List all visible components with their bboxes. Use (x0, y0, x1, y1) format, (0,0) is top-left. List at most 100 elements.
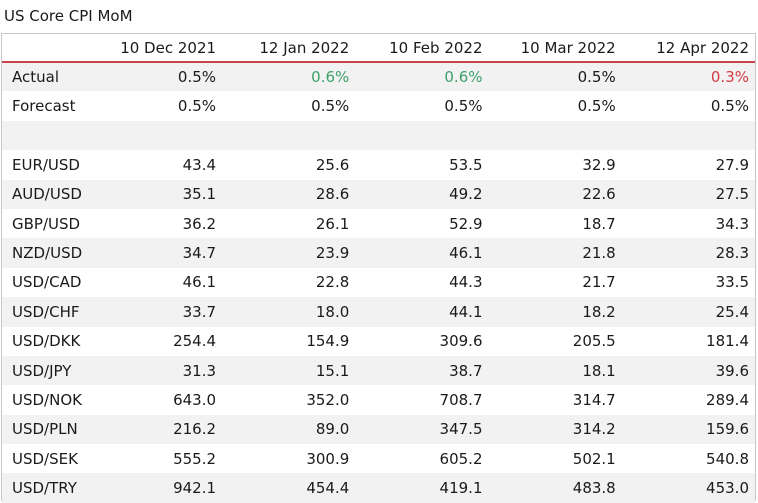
table-cell: 34.3 (715, 214, 749, 233)
table-cell: 154.9 (306, 332, 350, 351)
column-header: 10 Dec 2021 (89, 34, 223, 63)
table-cell: 18.2 (488, 297, 622, 327)
table-cell: 453.0 (621, 473, 755, 503)
row-label: USD/TRY (2, 473, 90, 503)
table-cell: 46.1 (182, 273, 217, 292)
table-cell: 53.5 (449, 155, 483, 174)
table-cell: 181.4 (706, 332, 749, 351)
table-cell: 28.3 (621, 238, 755, 268)
table-cell: 25.6 (315, 155, 350, 174)
table-cell: 32.9 (582, 155, 616, 174)
table-cell: 28.6 (222, 179, 356, 209)
header-row: 10 Dec 2021 12 Jan 2022 10 Feb 2022 10 M… (2, 34, 755, 63)
table-cell: 942.1 (89, 473, 223, 503)
table-cell: 23.9 (222, 238, 356, 268)
table-cell: 483.8 (488, 473, 622, 503)
row-label: Actual (2, 62, 90, 92)
column-header: 12 Jan 2022 (222, 34, 356, 63)
table-cell: 46.1 (355, 238, 489, 268)
pair-row: USD/PLN 216.2 89.0 347.5 314.2 159.6 (2, 414, 755, 445)
table-cell: 33.5 (715, 273, 749, 292)
empty-cell (621, 120, 755, 151)
table-cell: 44.3 (449, 273, 483, 292)
table-cell: 0.5% (444, 97, 483, 116)
table-cell: 18.1 (488, 355, 622, 386)
table-cell: 0.5% (488, 62, 622, 92)
table-cell: 0.6% (222, 62, 356, 92)
pair-row: USD/DKK 254.4 154.9 309.6 205.5 181.4 (2, 327, 755, 356)
table-cell: 419.1 (355, 473, 489, 503)
row-label: USD/NOK (12, 390, 82, 409)
column-header: 10 Feb 2022 (355, 34, 489, 63)
empty-cell (222, 120, 356, 151)
table-cell: 15.1 (222, 355, 356, 386)
column-header: 12 Apr 2022 (621, 34, 755, 63)
table-cell: 309.6 (439, 332, 483, 351)
empty-cell (488, 120, 622, 151)
table-cell: 33.7 (89, 297, 223, 327)
table-cell: 540.8 (706, 449, 749, 468)
table-cell: 44.1 (355, 297, 489, 327)
pair-row: USD/CHF 33.7 18.0 44.1 18.2 25.4 (2, 297, 755, 327)
table-cell: 27.5 (621, 179, 755, 209)
table-cell: 289.4 (706, 390, 749, 409)
table-cell: 25.4 (621, 297, 755, 327)
table-cell: 0.6% (355, 62, 489, 92)
data-table: 10 Dec 2021 12 Jan 2022 10 Feb 2022 10 M… (2, 34, 755, 503)
empty-cell (89, 120, 223, 151)
table-cell: 31.3 (89, 355, 223, 386)
table-cell: 36.2 (182, 214, 217, 233)
table-cell: 352.0 (306, 390, 350, 409)
pair-row: USD/JPY 31.3 15.1 38.7 18.1 39.6 (2, 355, 755, 386)
table-cell: 43.4 (182, 155, 217, 174)
table-cell: 0.3% (621, 62, 755, 92)
table-cell: 38.7 (355, 355, 489, 386)
row-label: USD/DKK (12, 332, 81, 351)
table-cell: 39.6 (621, 355, 755, 386)
empty-cell (355, 120, 489, 151)
row-label: USD/JPY (2, 355, 90, 386)
table-cell: 0.5% (311, 97, 350, 116)
table-cell: 18.7 (582, 214, 616, 233)
table-cell: 205.5 (572, 332, 616, 351)
pair-row: USD/NOK 643.0 352.0 708.7 314.7 289.4 (2, 385, 755, 414)
table-cell: 216.2 (89, 414, 223, 445)
row-label: GBP/USD (12, 214, 81, 233)
pair-row: AUD/USD 35.1 28.6 49.2 22.6 27.5 (2, 179, 755, 209)
table-cell: 643.0 (173, 390, 217, 409)
header-corner (2, 34, 90, 63)
row-label: USD/SEK (12, 449, 78, 468)
table-cell: 18.0 (222, 297, 356, 327)
table-cell: 0.5% (177, 97, 217, 116)
table-cell: 300.9 (306, 449, 350, 468)
pair-row: USD/TRY 942.1 454.4 419.1 483.8 453.0 (2, 473, 755, 503)
row-label: USD/CAD (12, 273, 82, 292)
table-cell: 502.1 (572, 449, 616, 468)
table-cell: 314.7 (572, 390, 616, 409)
table-cell: 26.1 (315, 214, 350, 233)
table-cell: 159.6 (621, 414, 755, 445)
table-cell: 347.5 (355, 414, 489, 445)
pair-row: EUR/USD 43.4 25.6 53.5 32.9 27.9 (2, 150, 755, 179)
row-label: EUR/USD (12, 155, 80, 174)
table-cell: 49.2 (355, 179, 489, 209)
pair-row: GBP/USD 36.2 26.1 52.9 18.7 34.3 (2, 209, 755, 238)
table-cell: 34.7 (89, 238, 223, 268)
table-cell: 254.4 (173, 332, 217, 351)
row-label: NZD/USD (2, 238, 90, 268)
row-label: Forecast (12, 97, 76, 116)
table-cell: 0.5% (89, 62, 223, 92)
row-label: USD/CHF (2, 297, 90, 327)
table-cell: 52.9 (449, 214, 483, 233)
table-cell: 555.2 (173, 449, 217, 468)
table-cell: 27.9 (715, 155, 749, 174)
pair-row: NZD/USD 34.7 23.9 46.1 21.8 28.3 (2, 238, 755, 268)
table-cell: 22.6 (488, 179, 622, 209)
table-cell: 708.7 (439, 390, 483, 409)
release-row: Actual 0.5% 0.6% 0.6% 0.5% 0.3% (2, 62, 755, 92)
table-cell: 22.8 (315, 273, 350, 292)
table-cell: 21.8 (488, 238, 622, 268)
table-cell: 605.2 (439, 449, 483, 468)
table-cell: 314.2 (488, 414, 622, 445)
